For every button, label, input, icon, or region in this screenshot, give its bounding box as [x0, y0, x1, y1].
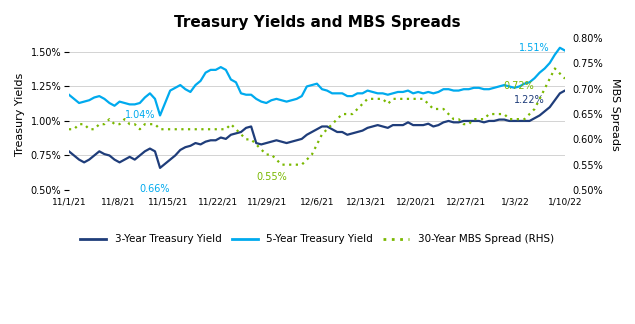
Y-axis label: MBS Spreads: MBS Spreads — [610, 78, 620, 150]
Title: Treasury Yields and MBS Spreads: Treasury Yields and MBS Spreads — [173, 15, 460, 30]
Text: 1.22%: 1.22% — [514, 95, 545, 105]
Text: 0.72%: 0.72% — [504, 81, 535, 91]
Text: 1.04%: 1.04% — [124, 110, 155, 120]
Text: 0.66%: 0.66% — [140, 184, 170, 194]
Legend: 3-Year Treasury Yield, 5-Year Treasury Yield, 30-Year MBS Spread (RHS): 3-Year Treasury Yield, 5-Year Treasury Y… — [76, 230, 558, 249]
Text: 0.55%: 0.55% — [256, 172, 287, 182]
Y-axis label: Treasury Yields: Treasury Yields — [15, 73, 25, 156]
Text: 1.51%: 1.51% — [519, 43, 550, 52]
